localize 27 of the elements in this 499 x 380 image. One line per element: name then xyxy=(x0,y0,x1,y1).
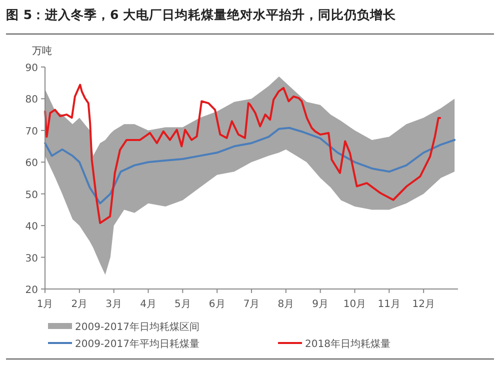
y-tick-label: 40 xyxy=(25,222,38,233)
legend-label: 2009-2017年平均日耗煤量 xyxy=(75,338,200,350)
y-tick-label: 90 xyxy=(25,63,38,74)
line-series xyxy=(44,84,442,224)
x-tick-label: 1月 xyxy=(36,299,54,310)
x-tick-label: 3月 xyxy=(106,299,122,310)
chart-title: 图 5：进入冬季，6 大电厂日均耗煤量绝对水平抬升，同比仍负增长 xyxy=(6,7,398,22)
legend-label: 2009-2017年日均耗煤区间 xyxy=(75,321,200,333)
x-tick-label: 5月 xyxy=(174,299,191,310)
y-tick-label: 30 xyxy=(25,253,38,264)
legend-label: 2018年日均耗煤量 xyxy=(305,338,390,350)
x-tick-label: 4月 xyxy=(140,299,156,310)
y-axis-title: 万吨 xyxy=(32,45,52,57)
y-tick-label: 20 xyxy=(25,285,38,296)
x-tick-label: 12月 xyxy=(412,299,435,310)
y-tick-label: 60 xyxy=(25,158,38,170)
x-tick-label: 6月 xyxy=(208,299,226,310)
x-tick-label: 11月 xyxy=(378,299,401,310)
y-tick-label: 80 xyxy=(25,94,38,106)
line-series xyxy=(44,126,456,204)
x-tick-label: 8月 xyxy=(278,299,294,310)
x-tick-label: 9月 xyxy=(312,299,329,310)
x-tick-label: 10月 xyxy=(343,299,366,310)
y-tick-label: 70 xyxy=(25,126,38,138)
x-tick-label: 2月 xyxy=(71,299,88,310)
y-tick-label: 50 xyxy=(25,190,38,201)
x-tick-label: 7月 xyxy=(243,299,260,310)
